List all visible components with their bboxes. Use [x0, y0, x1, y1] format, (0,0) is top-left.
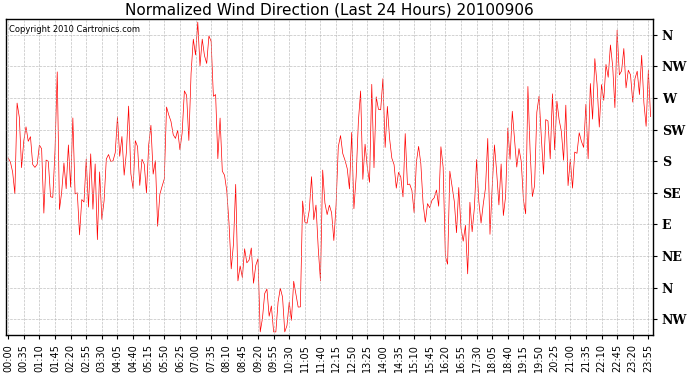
Title: Normalized Wind Direction (Last 24 Hours) 20100906: Normalized Wind Direction (Last 24 Hours…	[125, 3, 534, 18]
Text: Copyright 2010 Cartronics.com: Copyright 2010 Cartronics.com	[9, 25, 140, 34]
